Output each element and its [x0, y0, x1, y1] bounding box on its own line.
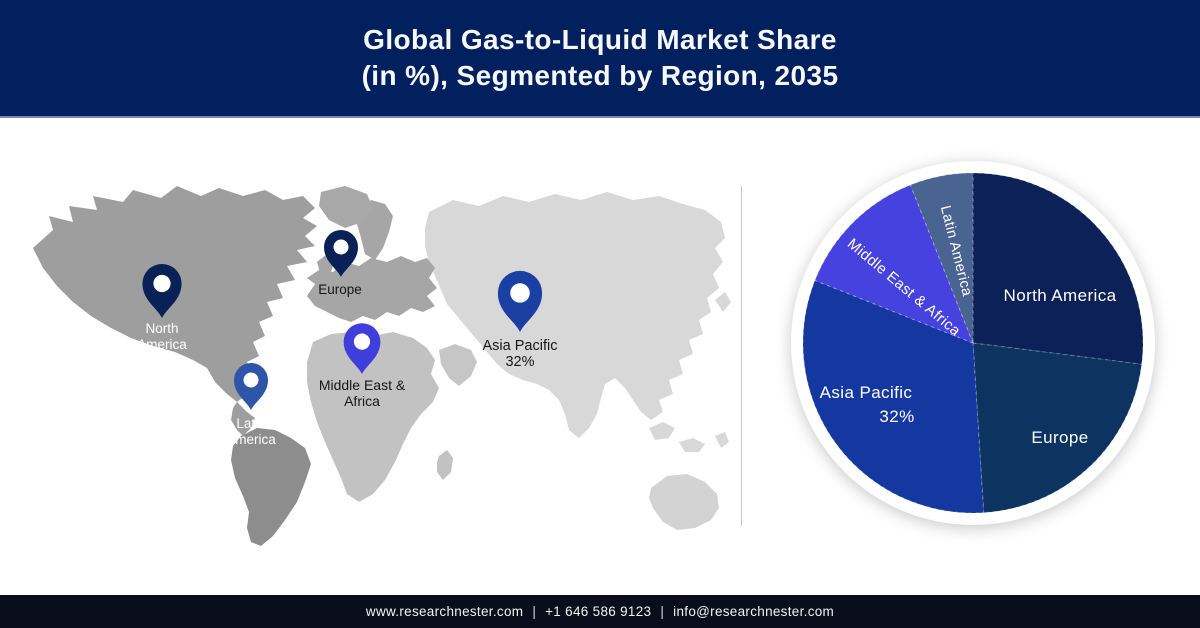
page-title-line2: (in %), Segmented by Region, 2035	[361, 60, 839, 91]
footer-website: www.researchnester.com	[365, 604, 524, 619]
map-pin-north-america-icon	[142, 263, 182, 318]
map-label-asia-pacific: 32%	[505, 354, 534, 370]
pie-slice-asia-pacific	[802, 279, 985, 514]
map-label-latin-america: Latin	[236, 416, 265, 431]
map-pin-latin-america-icon	[234, 363, 268, 410]
map-label-middle-east-africa: Middle East &	[319, 377, 406, 393]
pie-slice-latin-america	[909, 172, 974, 344]
footer-separator: |	[532, 604, 537, 619]
map-label-europe: Europe	[318, 282, 362, 297]
map-pin-middle-east-africa-icon	[343, 323, 381, 374]
footer-phone: +1 646 586 9123	[545, 604, 652, 619]
map-label-latin-america: America	[226, 432, 276, 447]
pie-chart: North America Europe Asia Pacific 32% Middle…	[791, 161, 1155, 525]
continent-south-america	[231, 428, 311, 546]
vertical-divider	[741, 186, 742, 526]
region-arabian-peninsula	[439, 344, 477, 386]
continent-australia	[649, 474, 719, 530]
map-pin-asia-pacific-icon	[497, 270, 543, 332]
island-greenland	[319, 186, 373, 228]
footer-email: info@researchnester.com	[673, 604, 835, 619]
content-area: North America Europe Latin America Middle Eas…	[0, 118, 1200, 595]
pie-slice-middle-east-africa	[814, 184, 974, 344]
continent-asia	[425, 192, 725, 438]
island-japan	[715, 292, 731, 312]
region-central-america	[231, 402, 255, 436]
map-label-asia-pacific: Asia Pacific	[483, 338, 558, 354]
islands-southeast-asia	[649, 422, 729, 452]
pie-label-asia-pacific: Asia Pacific	[820, 383, 913, 402]
page-title-line1: Global Gas-to-Liquid Market Share	[363, 24, 837, 55]
continent-africa	[307, 332, 439, 502]
header: Global Gas-to-Liquid Market Share (in %)…	[0, 0, 1200, 118]
map-pin-europe-icon	[324, 230, 358, 277]
map-label-north-america: North	[145, 321, 178, 336]
pie-slice-north-america	[972, 172, 1144, 365]
island-madagascar	[437, 450, 453, 480]
footer-separator: |	[660, 604, 665, 619]
pie-value-asia-pacific: 32%	[879, 407, 914, 426]
pie-label-north-america: North America	[1004, 286, 1117, 305]
map-label-north-america: America	[137, 337, 187, 352]
pie-slice-europe	[972, 342, 1143, 514]
footer: www.researchnester.com | +1 646 586 9123…	[0, 595, 1200, 628]
pie-label-europe: Europe	[1031, 428, 1088, 447]
map-label-middle-east-africa: Africa	[344, 393, 380, 409]
